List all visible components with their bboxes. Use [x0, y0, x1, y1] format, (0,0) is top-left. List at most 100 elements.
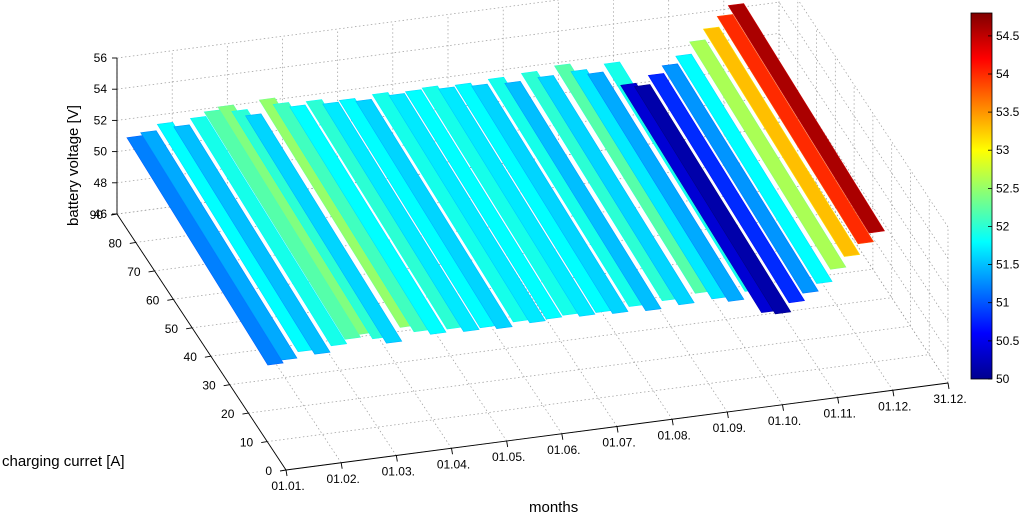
x-tick-label: 01.10.	[768, 414, 801, 428]
y-tick-mark	[223, 384, 230, 387]
grid-line	[248, 325, 911, 414]
x-tick-label: 01.12.	[878, 399, 911, 413]
grid-line	[116, 1, 780, 90]
surface-band	[504, 80, 662, 312]
x-axis-label: months	[529, 499, 578, 516]
grid-line	[447, 170, 618, 427]
y-tick-mark	[261, 441, 268, 443]
y-tick-label: 10	[240, 436, 254, 450]
x-tick-mark	[671, 419, 674, 426]
x-tick-mark	[340, 462, 343, 469]
y-tick-label: 30	[202, 379, 216, 393]
x-tick-mark	[947, 382, 950, 390]
x-tick-mark	[395, 455, 398, 462]
surface-band	[471, 83, 629, 314]
surface-band	[661, 63, 819, 294]
y-axis-line	[116, 213, 287, 471]
colorbar-tick-label: 54.5	[996, 29, 1020, 43]
colorbar-tick-label: 51.5	[996, 258, 1020, 272]
grid-line	[778, 126, 949, 384]
grid-line	[267, 354, 930, 442]
x-tick-mark	[616, 426, 619, 433]
x-tick-label: 01.05.	[492, 450, 525, 464]
y-tick-mark	[186, 327, 193, 330]
surface-band	[716, 14, 874, 245]
z-tick-label: 48	[94, 176, 108, 190]
y-axis-ticks: 0 10 20 30 40 50 60 70 80 90	[90, 208, 287, 478]
surface-band	[647, 73, 805, 304]
colorbar-tick-label: 53	[996, 143, 1010, 157]
surface-band	[355, 98, 513, 330]
y-tick-label: 50	[165, 322, 179, 336]
x-tick-label: 01.01.	[271, 479, 304, 493]
surface-band	[675, 53, 833, 284]
z-axis-label: battery voltage [V]	[65, 105, 82, 226]
x-tick-label: 01.09.	[713, 421, 746, 435]
y-tick-mark	[279, 469, 287, 472]
x-axis-ticks: 01.01. 01.02. 01.03. 01.04. 01.05. 01.06. 01.0…	[271, 382, 967, 493]
surface-plot	[126, 3, 885, 366]
grid-line	[797, 0, 949, 228]
x-tick-mark	[837, 397, 840, 404]
grid-line	[778, 64, 949, 321]
x-tick-label: 01.06.	[547, 443, 580, 457]
x-tick-mark	[892, 390, 895, 397]
surface-band	[537, 75, 695, 306]
grid-line	[116, 95, 780, 184]
surface-band	[173, 124, 331, 355]
colorbar-tick-label: 53.5	[996, 105, 1020, 119]
x-tick-label: 01.03.	[382, 465, 415, 479]
y-axis-label: charging curret [A]	[2, 453, 125, 470]
z-tick-label: 56	[94, 51, 108, 65]
y-tick-label: 60	[146, 293, 160, 307]
x-tick-mark	[506, 440, 509, 448]
surface-band	[203, 109, 362, 340]
x-tick-mark	[451, 448, 453, 455]
surface-band	[140, 130, 298, 361]
colorbar-gradient	[970, 12, 993, 380]
surface-band	[438, 86, 596, 317]
y-tick-mark	[129, 242, 136, 244]
grid-line	[778, 2, 949, 259]
colorbar-tick-label: 52	[996, 220, 1010, 234]
y-tick-label: 90	[90, 208, 104, 222]
surface-band	[587, 71, 745, 302]
surface-band	[689, 39, 847, 270]
surface-band	[289, 104, 447, 335]
z-tick-label: 50	[94, 145, 108, 159]
colorbar: 50 50.5 51 51.5 52 52.5 53 53.5 54 54.5	[970, 12, 1020, 386]
y-tick-mark	[148, 270, 155, 273]
y-tick-label: 40	[184, 350, 198, 364]
colorbar-tick-label: 51	[996, 296, 1010, 310]
x-tick-mark	[726, 411, 729, 419]
x-tick-label: 01.07.	[602, 436, 635, 450]
x-tick-mark	[561, 433, 564, 440]
grid-line	[116, 33, 780, 121]
y-tick-label: 20	[221, 407, 235, 421]
z-tick-label: 54	[94, 82, 108, 96]
x-tick-mark	[782, 404, 784, 411]
surface-band	[404, 89, 563, 320]
y-tick-mark	[204, 355, 211, 358]
grid-line	[116, 64, 780, 152]
surface-band	[126, 135, 284, 366]
x-tick-label: 31.12.	[933, 392, 966, 406]
surface-band	[702, 26, 861, 257]
y-tick-label: 0	[265, 464, 272, 478]
x-tick-label: 01.02.	[327, 472, 360, 486]
y-tick-mark	[110, 213, 118, 216]
colorbar-ticks: 50 50.5 51 51.5 52 52.5 53 53.5 54 54.5	[988, 29, 1020, 386]
colorbar-tick-label: 52.5	[996, 181, 1020, 195]
y-tick-mark	[167, 298, 174, 301]
colorbar-tick-label: 50	[996, 372, 1010, 386]
z-axis-ticks: 46 48 50 52 54 56	[94, 51, 117, 221]
x-tick-label: 01.04.	[437, 457, 470, 471]
grid-line	[778, 33, 949, 290]
y-tick-label: 80	[108, 236, 122, 250]
surface-band	[189, 116, 348, 347]
z-tick-label: 46	[94, 207, 108, 221]
colorbar-tick-label: 50.5	[996, 334, 1020, 348]
y-tick-label: 70	[127, 265, 141, 279]
x-tick-mark	[285, 469, 288, 477]
